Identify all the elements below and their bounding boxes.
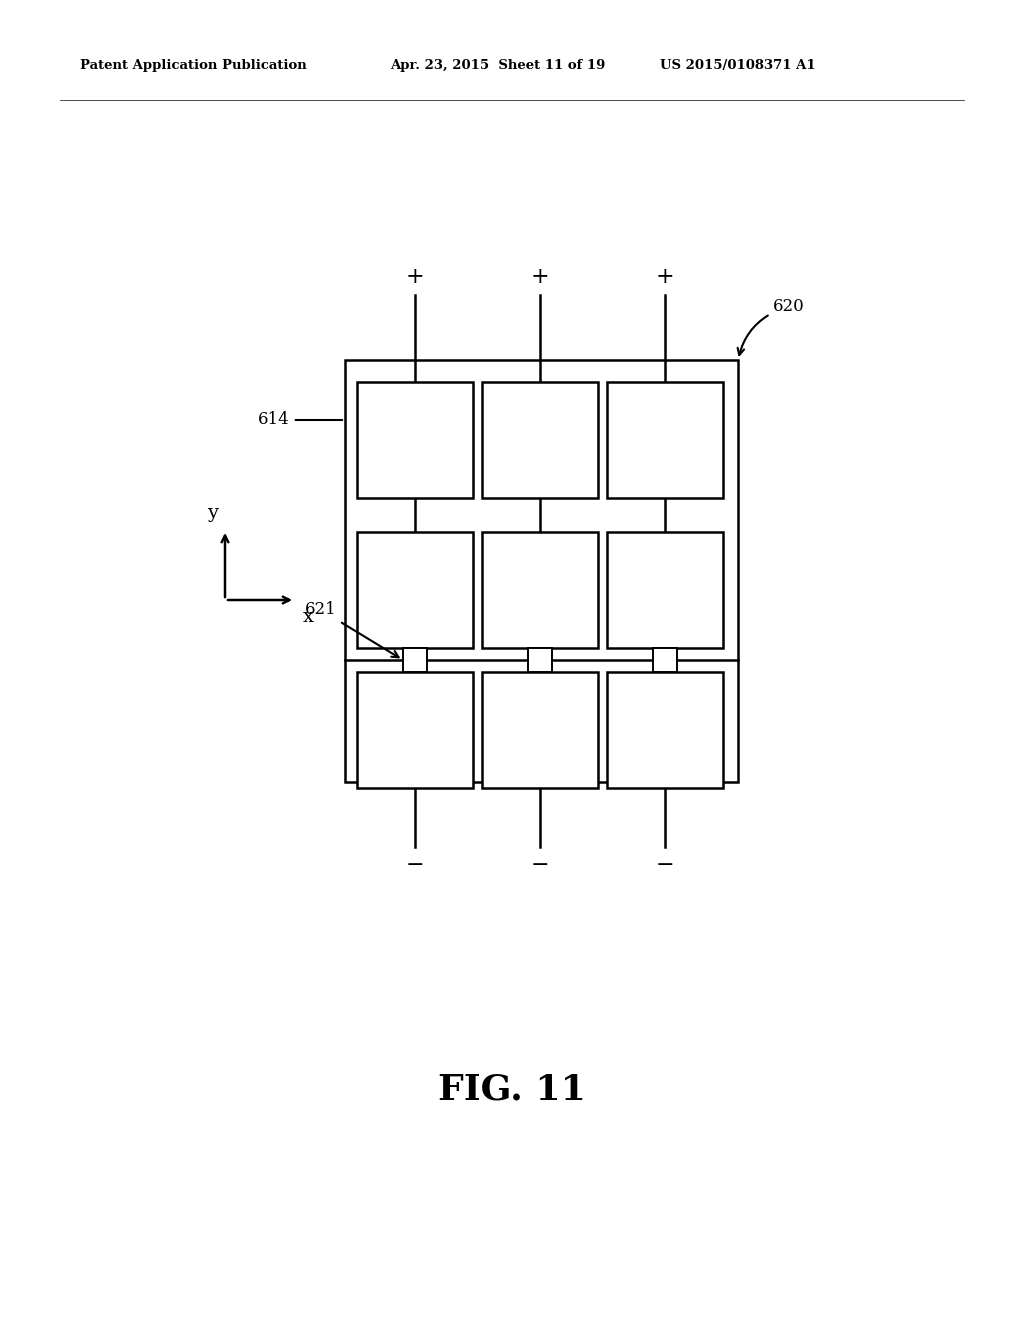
Bar <box>653 648 677 672</box>
Text: +: + <box>406 267 424 288</box>
Text: x: x <box>303 609 314 626</box>
Bar <box>345 360 738 781</box>
Bar <box>528 648 552 672</box>
Text: +: + <box>530 267 549 288</box>
Text: Apr. 23, 2015  Sheet 11 of 19: Apr. 23, 2015 Sheet 11 of 19 <box>390 58 605 71</box>
Text: FIG. 11: FIG. 11 <box>438 1073 586 1107</box>
Text: −: − <box>406 854 424 876</box>
Bar <box>482 672 598 788</box>
Bar <box>357 672 473 788</box>
Bar <box>482 381 598 498</box>
Text: Patent Application Publication: Patent Application Publication <box>80 58 307 71</box>
Text: 614: 614 <box>258 412 342 429</box>
Text: 620: 620 <box>737 298 805 355</box>
Bar <box>403 648 427 672</box>
Bar <box>607 381 723 498</box>
Text: y: y <box>208 504 218 521</box>
Bar <box>607 672 723 788</box>
Text: −: − <box>530 854 549 876</box>
Text: US 2015/0108371 A1: US 2015/0108371 A1 <box>660 58 816 71</box>
Bar <box>357 532 473 648</box>
Bar <box>607 532 723 648</box>
Bar <box>357 381 473 498</box>
Text: +: + <box>655 267 675 288</box>
Text: 621: 621 <box>305 602 398 657</box>
Text: −: − <box>655 854 675 876</box>
Bar <box>482 532 598 648</box>
